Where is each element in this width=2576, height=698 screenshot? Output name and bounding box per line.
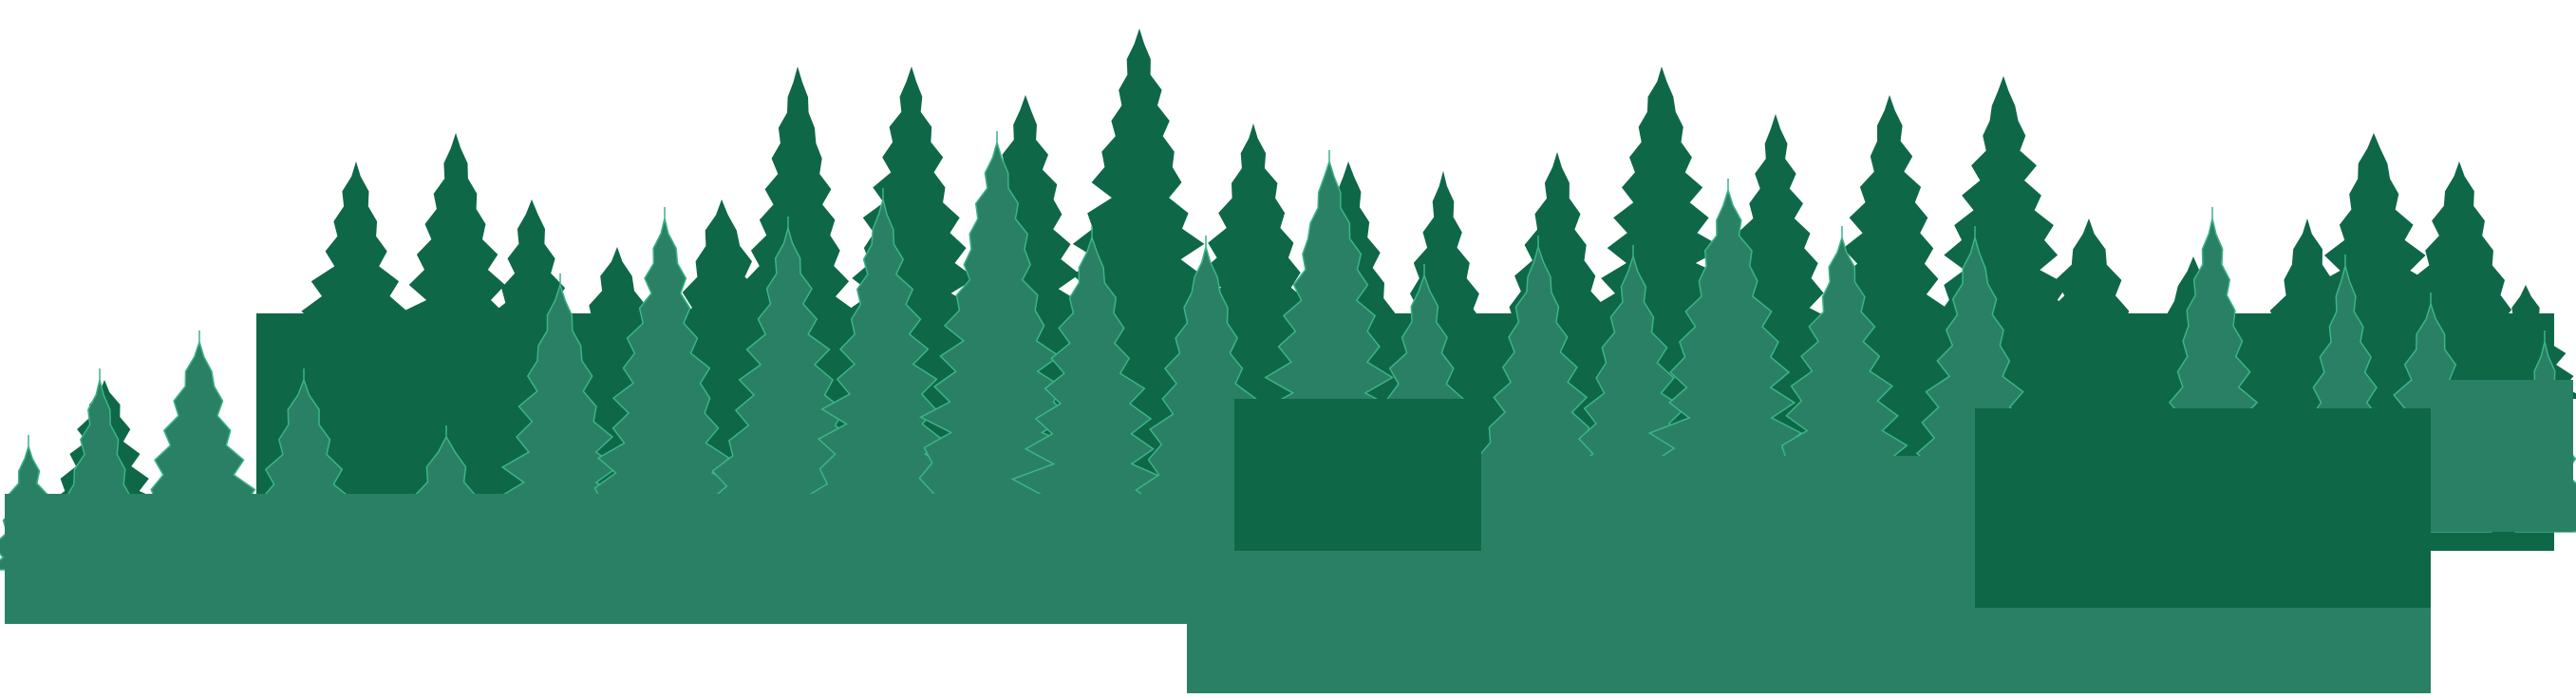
dark-strip-right (1975, 408, 2431, 608)
ground-base-layer (5, 380, 2573, 693)
dark-strip (1234, 399, 1481, 551)
ground-band-far-right (2431, 380, 2573, 532)
ground-band-left (5, 494, 1192, 624)
